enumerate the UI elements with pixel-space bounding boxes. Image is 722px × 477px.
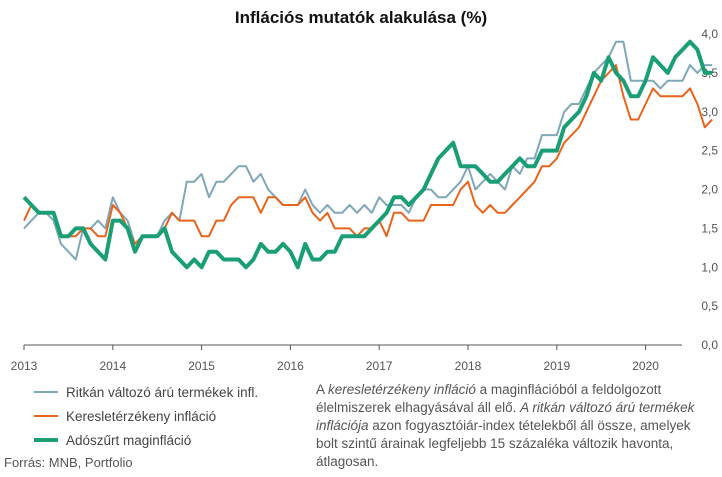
y-tick-label: 2,0 <box>701 183 718 197</box>
y-tick-label: 1,0 <box>701 260 718 274</box>
y-tick-label: 0,0 <box>701 338 718 352</box>
legend-swatch-ritkan <box>34 391 58 393</box>
x-tick-label: 2013 <box>11 359 38 373</box>
chart-note: A keresletérzékeny infláció a maginfláci… <box>316 381 712 471</box>
y-tick-label: 3,0 <box>701 105 718 119</box>
note-part-1: keresletérzékeny infláció <box>328 382 476 397</box>
note-part-3: A ritkán változó árú termékek inflációja <box>316 400 695 433</box>
series-line-2 <box>22 39 713 270</box>
y-tick-label: 1,5 <box>701 221 718 235</box>
series-layer <box>22 39 713 270</box>
legend-item-adoszurt: Adószűrt maginfláció <box>34 428 258 452</box>
series-line-1 <box>23 64 713 245</box>
x-tick-label: 2015 <box>188 359 215 373</box>
x-tick-label: 2014 <box>99 359 126 373</box>
note-part-4: azon fogyasztóiár-index tételekből áll ö… <box>316 418 691 469</box>
x-tick-label: 2018 <box>455 359 482 373</box>
legend-swatch-kereslet <box>34 415 58 417</box>
source-text: Forrás: MNB, Portfolio <box>4 455 133 470</box>
legend-item-kereslet: Keresletérzékeny infláció <box>34 404 258 428</box>
x-tick-label: 2016 <box>277 359 304 373</box>
x-axis-ticks: 2013 2014 2015 2016 2017 2018 2019 2020 <box>11 345 659 373</box>
legend-label-kereslet: Keresletérzékeny infláció <box>66 408 217 424</box>
legend-label-ritkan: Ritkán változó árú termékek infl. <box>66 384 259 400</box>
note-part-0: A <box>316 382 329 397</box>
chart-title: Inflációs mutatók alakulása (%) <box>234 8 488 27</box>
legend: Ritkán változó árú termékek infl. Keresl… <box>34 380 258 452</box>
y-tick-label: 4,0 <box>701 27 718 41</box>
legend-swatch-adoszurt <box>34 438 58 442</box>
note-part-2: a maginflációból a feldolgozott élelmisz… <box>316 382 662 415</box>
y-tick-label: 2,5 <box>701 144 718 158</box>
x-tick-label: 2019 <box>543 359 570 373</box>
x-tick-label: 2017 <box>366 359 393 373</box>
legend-label-adoszurt: Adószűrt maginfláció <box>66 432 192 448</box>
legend-item-ritkan: Ritkán változó árú termékek infl. <box>34 380 258 404</box>
y-axis-ticks: 0,00,51,01,52,02,53,03,54,0 <box>701 27 718 352</box>
x-tick-label: 2020 <box>632 359 659 373</box>
y-tick-label: 0,5 <box>701 299 718 313</box>
